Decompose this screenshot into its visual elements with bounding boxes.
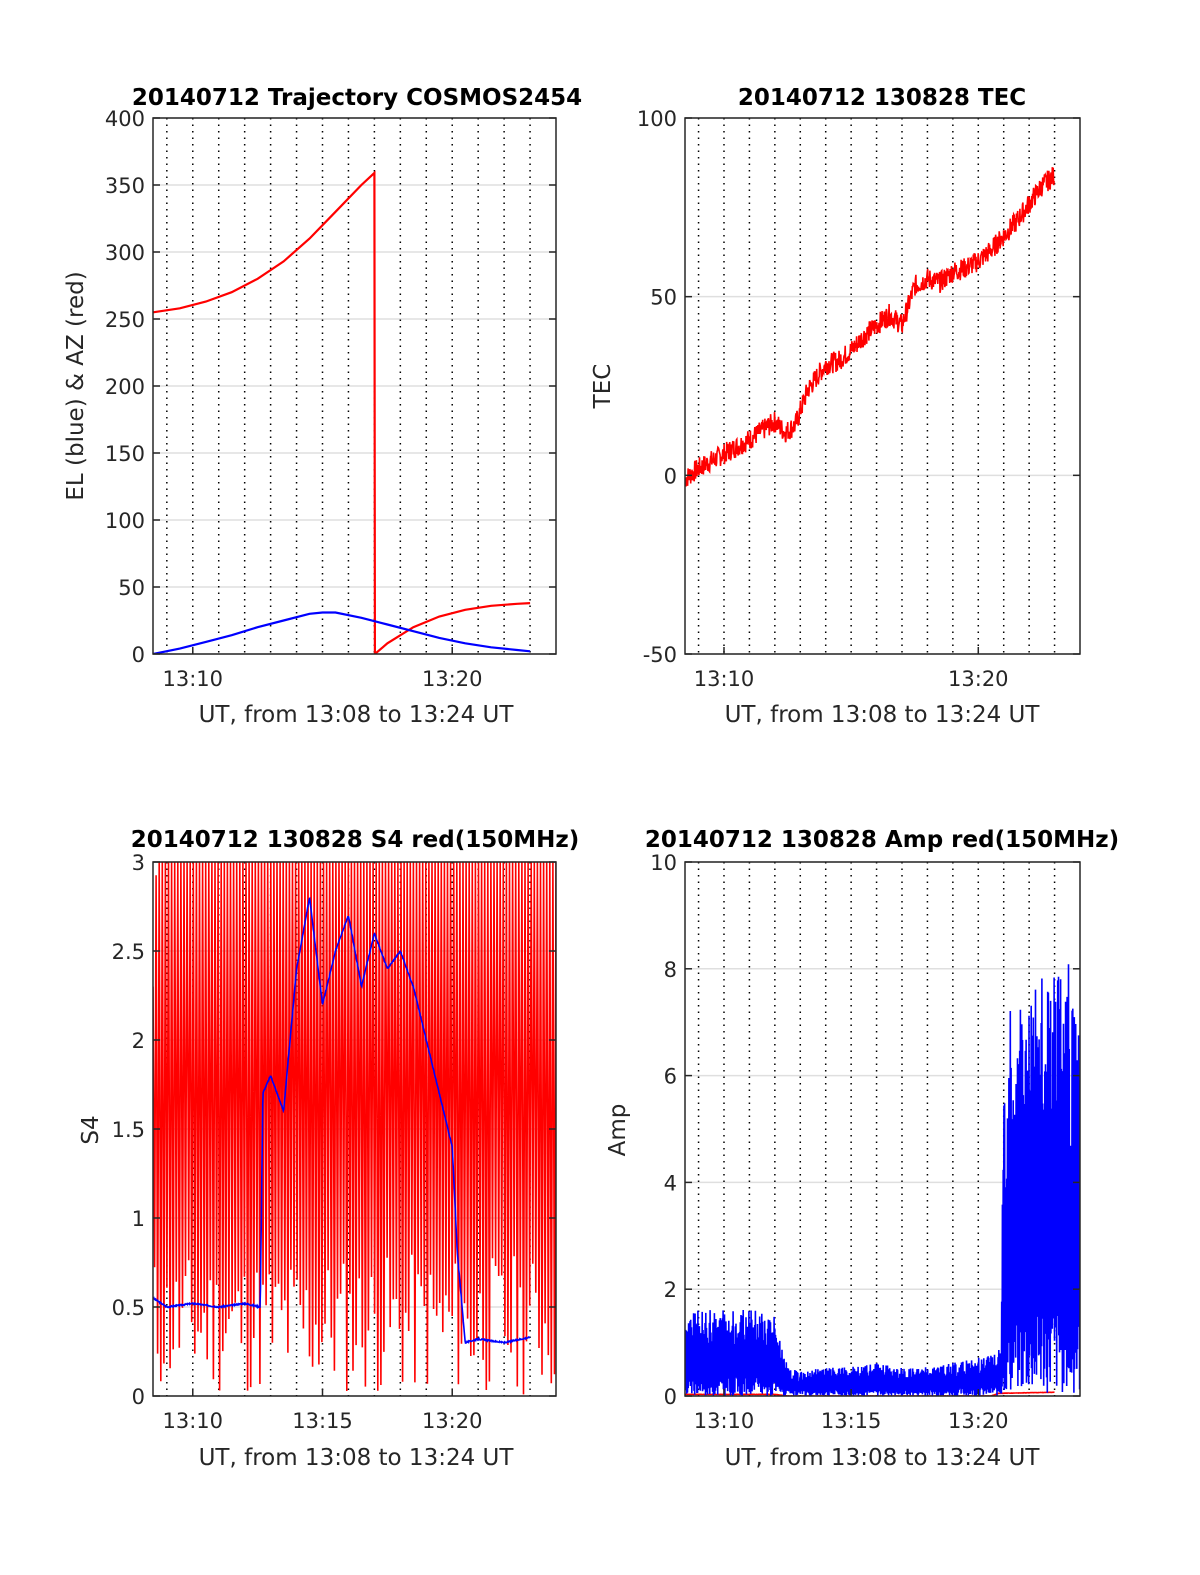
- x-tick-label: 13:10: [694, 667, 755, 691]
- y-tick-label: 1.5: [112, 1118, 145, 1142]
- y-tick-label: -50: [643, 643, 677, 667]
- axes-box: [684, 117, 1081, 655]
- y-tick-label: 200: [105, 375, 145, 399]
- x-axis-label: UT, from 13:08 to 13:24 UT: [725, 702, 1041, 728]
- y-tick-label: 100: [105, 509, 145, 533]
- y-tick-label: 350: [105, 174, 145, 198]
- y-tick-label: 0: [132, 643, 145, 667]
- chart-title: 20140712 130828 S4 red(150MHz): [131, 827, 580, 853]
- series-line-blue: [153, 896, 531, 1345]
- y-tick-label: 4: [664, 1171, 677, 1195]
- x-tick-label: 13:15: [292, 1409, 353, 1433]
- panel-s4: 20140712 130828 S4 red(150MHz) UT, from …: [78, 827, 579, 1471]
- panel-trajectory: 20140712 Trajectory COSMOS2454 UT, from …: [63, 85, 582, 728]
- x-tick-label: 13:20: [948, 667, 1009, 691]
- y-tick-label: 6: [664, 1065, 677, 1089]
- y-axis-label: S4: [78, 1115, 104, 1144]
- x-tick-label: 13:20: [422, 1409, 483, 1433]
- y-tick-label: 100: [637, 107, 677, 131]
- panel-tec: 20140712 130828 TEC UT, from 13:08 to 13…: [590, 85, 1081, 728]
- y-tick-label: 0.5: [112, 1296, 145, 1320]
- y-tick-label: 0: [132, 1385, 145, 1409]
- y-tick-label: 10: [650, 851, 677, 875]
- y-tick-label: 8: [664, 958, 677, 982]
- panel-amp: 20140712 130828 Amp red(150MHz) UT, from…: [605, 827, 1119, 1471]
- y-tick-label: 2: [664, 1278, 677, 1302]
- y-tick-label: 0: [664, 1385, 677, 1409]
- y-axis-label: TEC: [590, 364, 616, 410]
- y-tick-label: 300: [105, 241, 145, 265]
- y-tick-label: 250: [105, 308, 145, 332]
- x-axis-label: UT, from 13:08 to 13:24 UT: [199, 1445, 515, 1471]
- series-line-red: [153, 862, 556, 1395]
- y-tick-label: 400: [105, 107, 145, 131]
- y-tick-label: 50: [650, 286, 677, 310]
- series-line-blue: [685, 964, 1080, 1396]
- x-tick-label: 13:10: [163, 667, 224, 691]
- chart-title: 20140712 130828 TEC: [738, 85, 1026, 111]
- chart-title: 20140712 130828 Amp red(150MHz): [645, 827, 1119, 853]
- series-line-red: [685, 167, 1056, 487]
- x-tick-label: 13:20: [422, 667, 483, 691]
- x-axis-label: UT, from 13:08 to 13:24 UT: [725, 1445, 1041, 1471]
- x-tick-label: 13:20: [948, 1409, 1009, 1433]
- x-tick-label: 13:15: [821, 1409, 882, 1433]
- axes-box: [684, 861, 1081, 1397]
- y-tick-label: 0: [664, 464, 677, 488]
- y-tick-label: 150: [105, 442, 145, 466]
- x-tick-label: 13:10: [694, 1409, 755, 1433]
- x-tick-label: 13:10: [163, 1409, 224, 1433]
- y-tick-label: 1: [132, 1207, 145, 1231]
- y-tick-label: 2: [132, 1029, 145, 1053]
- y-tick-label: 2.5: [112, 940, 145, 964]
- y-tick-label: 3: [132, 851, 145, 875]
- y-axis-label: Amp: [605, 1104, 631, 1157]
- chart-title: 20140712 Trajectory COSMOS2454: [132, 85, 582, 111]
- y-axis-label: EL (blue) & AZ (red): [63, 271, 89, 500]
- series-line-red: [153, 170, 531, 654]
- series-line-blue: [153, 611, 531, 654]
- x-axis-label: UT, from 13:08 to 13:24 UT: [199, 702, 515, 728]
- y-tick-label: 50: [118, 576, 145, 600]
